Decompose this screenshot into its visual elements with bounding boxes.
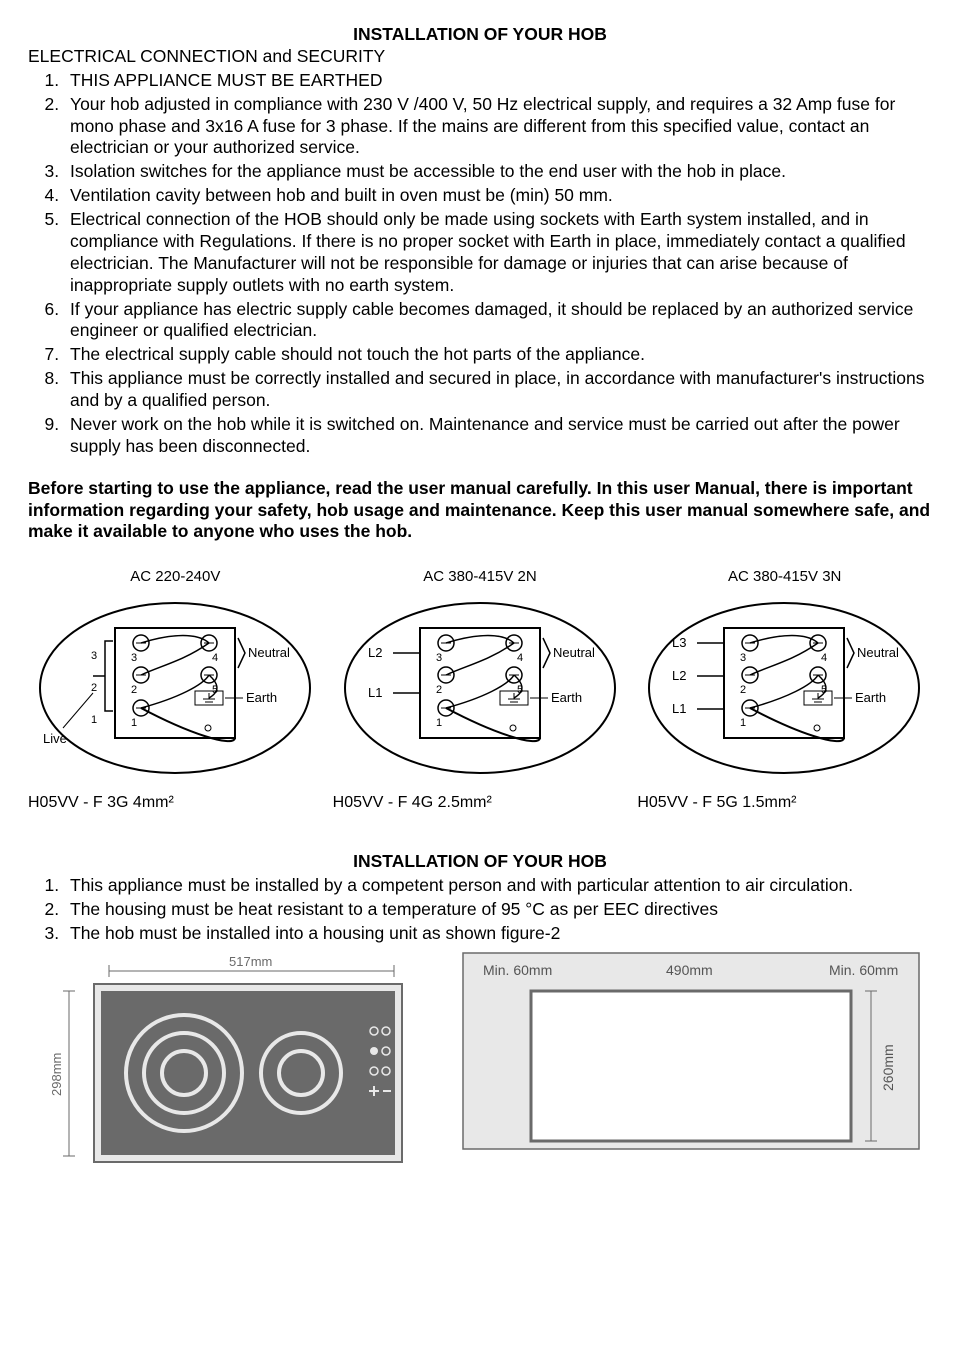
wiring-diagrams-row: AC 220-240V 3 4 2 5 1	[28, 568, 932, 813]
svg-text:Earth: Earth	[246, 690, 277, 705]
figures-row: 517mm 298mm Min. 60mm 490mm Min. 60mm	[28, 951, 932, 1171]
wiring-diagram-2: AC 380-415V 2N 34 25 1 Neutral Earth	[333, 568, 628, 813]
ac-voltage-label: AC 220-240V	[28, 568, 323, 587]
svg-text:4: 4	[517, 652, 523, 664]
svg-text:L1: L1	[368, 685, 382, 700]
svg-text:Neutral: Neutral	[857, 645, 899, 660]
svg-text:490mm: 490mm	[666, 962, 713, 978]
svg-text:1: 1	[91, 714, 97, 726]
list-item: Isolation switches for the appliance mus…	[64, 161, 932, 183]
list-item: The hob must be installed into a housing…	[64, 923, 932, 945]
list-item: Never work on the hob while it is switch…	[64, 414, 932, 458]
list-item: If your appliance has electric supply ca…	[64, 299, 932, 343]
svg-text:260mm: 260mm	[880, 1044, 896, 1091]
ac-voltage-label: AC 380-415V 2N	[333, 568, 628, 587]
svg-text:Live: Live	[43, 731, 67, 746]
list-item: This appliance must be correctly install…	[64, 368, 932, 412]
svg-text:2: 2	[436, 684, 442, 696]
svg-text:L3: L3	[672, 635, 686, 650]
svg-text:Min. 60mm: Min. 60mm	[829, 962, 898, 978]
before-use-warning: Before starting to use the appliance, re…	[28, 478, 932, 544]
svg-text:3: 3	[91, 650, 97, 662]
list-item: THIS APPLIANCE MUST BE EARTHED	[64, 70, 932, 92]
electrical-list: THIS APPLIANCE MUST BE EARTHED Your hob …	[28, 70, 932, 458]
section2-title: INSTALLATION OF YOUR HOB	[28, 851, 932, 873]
svg-text:4: 4	[821, 652, 827, 664]
svg-text:3: 3	[740, 652, 746, 664]
svg-text:Earth: Earth	[551, 690, 582, 705]
installation-list: This appliance must be installed by a co…	[28, 875, 932, 945]
svg-text:2: 2	[91, 682, 97, 694]
svg-text:Min. 60mm: Min. 60mm	[483, 962, 552, 978]
svg-text:Neutral: Neutral	[248, 645, 290, 660]
page-title: INSTALLATION OF YOUR HOB	[28, 24, 932, 46]
list-item: Ventilation cavity between hob and built…	[64, 185, 932, 207]
svg-text:517mm: 517mm	[229, 954, 272, 969]
svg-text:2: 2	[740, 684, 746, 696]
hob-top-figure: 517mm 298mm	[39, 951, 409, 1171]
svg-text:4: 4	[212, 652, 218, 664]
wiring-svg-3: 34 25 1 Neutral Earth L3 L2 L1	[642, 593, 927, 783]
list-item: Your hob adjusted in compliance with 230…	[64, 94, 932, 160]
svg-text:L2: L2	[672, 668, 686, 683]
wiring-diagram-1: AC 220-240V 3 4 2 5 1	[28, 568, 323, 813]
svg-text:1: 1	[740, 717, 746, 729]
list-item: The housing must be heat resistant to a …	[64, 899, 932, 921]
cutout-figure: Min. 60mm 490mm Min. 60mm 260mm	[461, 951, 921, 1151]
svg-text:Neutral: Neutral	[553, 645, 595, 660]
cable-spec: H05VV - F 4G 2.5mm²	[333, 793, 628, 813]
svg-text:3: 3	[131, 652, 137, 664]
cable-spec: H05VV - F 3G 4mm²	[28, 793, 323, 813]
wiring-diagram-3: AC 380-415V 3N 34 25 1 Neutral Earth	[637, 568, 932, 813]
svg-text:2: 2	[131, 684, 137, 696]
list-item: This appliance must be installed by a co…	[64, 875, 932, 897]
svg-text:L1: L1	[672, 701, 686, 716]
svg-text:298mm: 298mm	[49, 1052, 64, 1095]
svg-text:3: 3	[436, 652, 442, 664]
cable-spec: H05VV - F 5G 1.5mm²	[637, 793, 932, 813]
list-item: Electrical connection of the HOB should …	[64, 209, 932, 297]
wiring-svg-1: 3 4 2 5 1 Neutral Earth	[33, 593, 318, 783]
svg-text:1: 1	[436, 717, 442, 729]
wiring-svg-2: 34 25 1 Neutral Earth L2 L1	[338, 593, 623, 783]
electrical-subheading: ELECTRICAL CONNECTION and SECURITY	[28, 46, 932, 68]
svg-text:1: 1	[131, 717, 137, 729]
ac-voltage-label: AC 380-415V 3N	[637, 568, 932, 587]
svg-text:L2: L2	[368, 645, 382, 660]
svg-text:Earth: Earth	[855, 690, 886, 705]
list-item: The electrical supply cable should not t…	[64, 344, 932, 366]
